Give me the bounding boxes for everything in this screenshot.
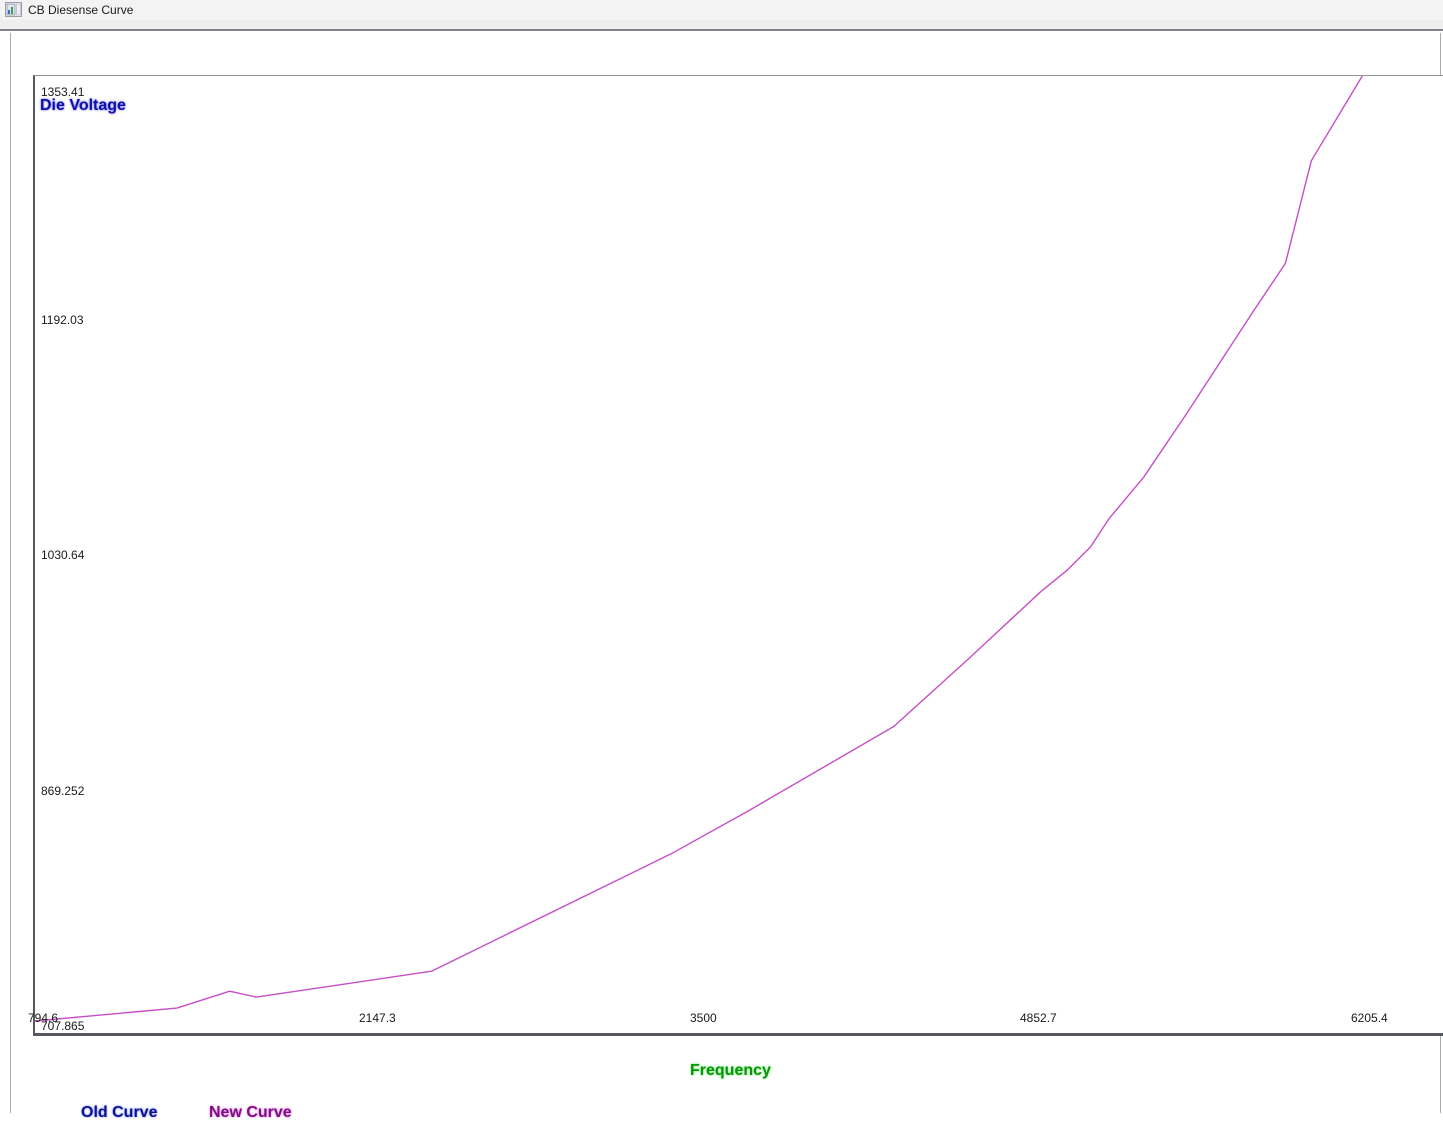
- y-axis-title: Die Voltage: [40, 97, 126, 114]
- chart-panel: Die Voltage 1353.41 1192.03 1030.64 869.252…: [10, 33, 1443, 1121]
- plot-canvas: Die Voltage 1353.41 1192.03 1030.64 869.252…: [35, 76, 1443, 1033]
- x-axis-title: Frequency: [690, 1062, 771, 1079]
- x-tick-label: 4852.7: [1020, 1011, 1057, 1025]
- window-title: CB Diesense Curve: [28, 3, 134, 17]
- x-tick-label: 3500: [690, 1011, 717, 1025]
- x-tick-label: 794.6: [28, 1011, 59, 1025]
- chart-window-icon[interactable]: [5, 2, 23, 18]
- titlebar[interactable]: CB Diesense Curve: [0, 0, 1443, 31]
- new-curve-line: [35, 76, 1363, 1022]
- legend-old-curve: Old Curve: [81, 1104, 158, 1121]
- y-tick-label: 707.865: [41, 1019, 85, 1033]
- curve-svg: [35, 76, 1363, 1022]
- y-tick-label: 1192.03: [41, 313, 84, 327]
- y-tick-label: 1353.41: [41, 85, 85, 99]
- y-tick-label: 869.252: [41, 784, 85, 798]
- x-tick-label: 2147.3: [359, 1011, 396, 1025]
- legend: Old Curve New Curve: [11, 1104, 1440, 1126]
- legend-new-curve: New Curve: [209, 1104, 292, 1121]
- y-tick-label: 1030.64: [41, 548, 85, 562]
- plot-area: Die Voltage 1353.41 1192.03 1030.64 869.252…: [33, 75, 1443, 1036]
- x-tick-label: 6205.4: [1351, 1011, 1388, 1025]
